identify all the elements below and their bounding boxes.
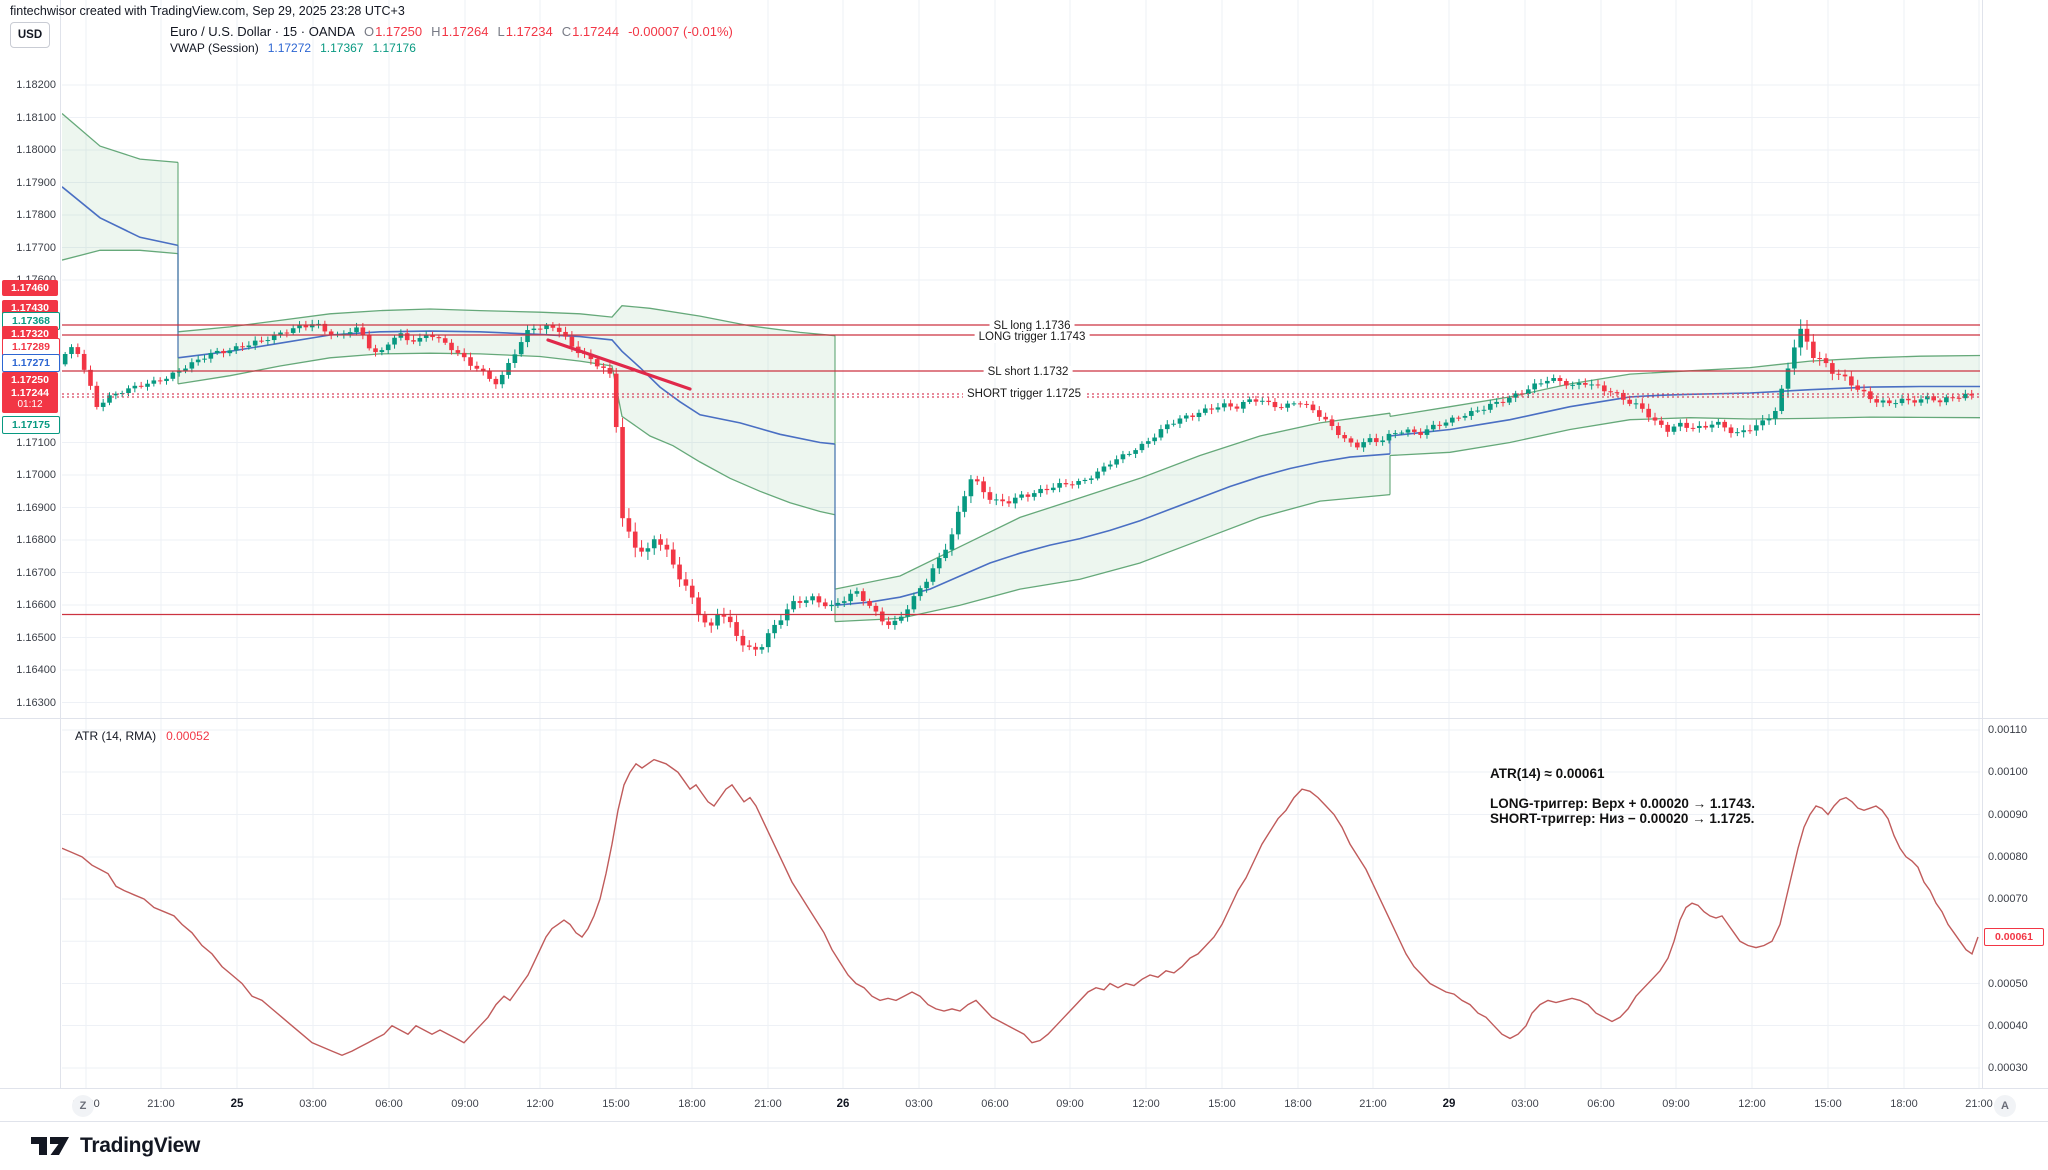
price-axis-label: 1.18200 [16, 79, 56, 91]
atr-indicator-name: ATR (14, RMA) [75, 729, 157, 743]
countdown-timer: 01:12 [17, 399, 43, 410]
time-tick: 09:00 [451, 1098, 479, 1110]
current-price-badge: 1.17244 01:12 [2, 385, 58, 413]
ohlc-open: O1.17250 [363, 24, 423, 39]
price-level-badge: 1.17175 [2, 416, 60, 434]
price-axis-label: 1.17700 [16, 241, 56, 254]
level-line-label[interactable]: LONG trigger 1.1743 [974, 331, 1090, 343]
ohlc-close: C1.17244 [561, 24, 620, 39]
price-axis-label: 1.16400 [16, 664, 56, 676]
time-tick: 18:00 [678, 1098, 706, 1110]
time-tick-date: 29 [1442, 1098, 1456, 1110]
annotation-atr-line: ATR(14) ≈ 0.00061 [1490, 766, 1605, 781]
vwap-lower-value: 1.17176 [372, 41, 416, 55]
time-tick: 15:00 [602, 1098, 630, 1110]
time-tick: 03:00 [905, 1098, 933, 1110]
time-tick: 15:00 [1208, 1098, 1236, 1110]
price-axis-label: 1.17900 [16, 176, 56, 189]
price-level-badge: 1.17250 [2, 372, 58, 388]
indicator-legend-vwap[interactable]: VWAP (Session) 1.17272 1.17367 1.17176 [170, 41, 416, 55]
price-level-badge: 1.17271 [2, 354, 60, 372]
time-tick-date: 25 [230, 1098, 244, 1110]
level-line-label[interactable]: SL long 1.1736 [989, 320, 1075, 332]
time-tick: 21:00 [1359, 1098, 1387, 1110]
price-change: -0.00007 (-0.01%) [628, 24, 733, 39]
annotation-short-line: SHORT-триггер: Низ − 0.00020 → 1.1725. [1490, 811, 1755, 826]
time-tick-date: 26 [836, 1098, 850, 1110]
symbol-header: Euro / U.S. Dollar · 15 · OANDA O1.17250… [170, 24, 733, 39]
timezone-button[interactable]: Z [72, 1095, 94, 1117]
price-axis-label: 1.17000 [16, 469, 56, 481]
time-tick: 21:00 [754, 1098, 782, 1110]
time-tick: 12:00 [1132, 1098, 1160, 1110]
time-tick: 06:00 [981, 1098, 1009, 1110]
tradingview-logo[interactable]: TradingView [30, 1132, 200, 1160]
tradingview-logo-text: TradingView [80, 1134, 201, 1157]
time-tick: 03:00 [299, 1098, 327, 1110]
price-axis-label: 1.16900 [16, 501, 56, 514]
atr-axis-label: 0.00050 [1988, 977, 2028, 990]
price-axis-label: 1.16500 [16, 631, 56, 644]
price-axis-label: 1.16700 [16, 566, 56, 579]
symbol-title[interactable]: Euro / U.S. Dollar · 15 · OANDA [170, 24, 355, 39]
price-level-badge: 1.17289 [2, 338, 60, 356]
atr-current-value: 0.00052 [166, 729, 210, 743]
price-axis-label: 1.16600 [16, 599, 56, 611]
atr-axis-label: 0.00100 [1988, 766, 2028, 778]
time-tick: 03:00 [1511, 1098, 1539, 1110]
atr-axis-label: 0.00070 [1988, 893, 2028, 905]
indicator-legend-atr[interactable]: ATR (14, RMA) 0.00052 [75, 729, 210, 743]
axis-settings-button[interactable]: A [1994, 1095, 2016, 1117]
time-tick: 09:00 [1662, 1098, 1690, 1110]
price-axis-label: 1.16800 [16, 534, 56, 546]
atr-axis-label: 0.00040 [1988, 1019, 2028, 1032]
price-axis-label: 1.18100 [16, 111, 56, 124]
strategy-annotation: ATR(14) ≈ 0.00061 LONG-триггер: Верх + 0… [1490, 766, 1755, 827]
atr-axis-label: 0.00110 [1988, 724, 2027, 736]
time-tick: 12:00 [1738, 1098, 1766, 1110]
annotation-long-line: LONG-триггер: Верх + 0.00020 → 1.1743. [1490, 795, 1755, 811]
time-tick: 21:00 [147, 1098, 175, 1110]
level-line-label[interactable]: SHORT trigger 1.1725 [963, 388, 1085, 400]
ohlc-high: H1.17264 [431, 24, 489, 39]
time-tick: 15:00 [1814, 1098, 1842, 1110]
time-tick: 18:00 [1890, 1098, 1918, 1110]
atr-axis-label: 0.00080 [1988, 851, 2028, 863]
atr-value-badge: 0.00061 [1984, 928, 2044, 946]
level-line-label[interactable]: SL short 1.1732 [983, 366, 1073, 378]
atr-axis-label: 0.00090 [1988, 808, 2028, 821]
atr-axis-label: 0.00030 [1988, 1062, 2028, 1074]
price-axis-label: 1.18000 [16, 144, 56, 156]
price-axis-label: 1.17100 [16, 436, 56, 449]
price-level-badge: 1.17460 [2, 280, 58, 296]
time-tick: 06:00 [375, 1098, 403, 1110]
currency-button[interactable]: USD [10, 22, 50, 48]
time-tick: 12:00 [526, 1098, 554, 1110]
credit-line: fintechwisor created with TradingView.co… [10, 4, 405, 18]
price-axis-label: 1.17800 [16, 209, 56, 221]
vwap-upper-value: 1.17367 [320, 41, 364, 55]
time-tick: 21:00 [1965, 1098, 1993, 1110]
ohlc-low: L1.17234 [497, 24, 553, 39]
price-level-badge: 1.17368 [2, 312, 60, 330]
vwap-value: 1.17272 [267, 41, 312, 55]
time-tick: 18:00 [1284, 1098, 1312, 1110]
price-axis-label: 1.16300 [16, 696, 56, 709]
tradingview-logo-icon [31, 1137, 69, 1155]
time-tick: 06:00 [1587, 1098, 1615, 1110]
vwap-indicator-name: VWAP (Session) [170, 41, 259, 55]
time-tick: 09:00 [1056, 1098, 1084, 1110]
